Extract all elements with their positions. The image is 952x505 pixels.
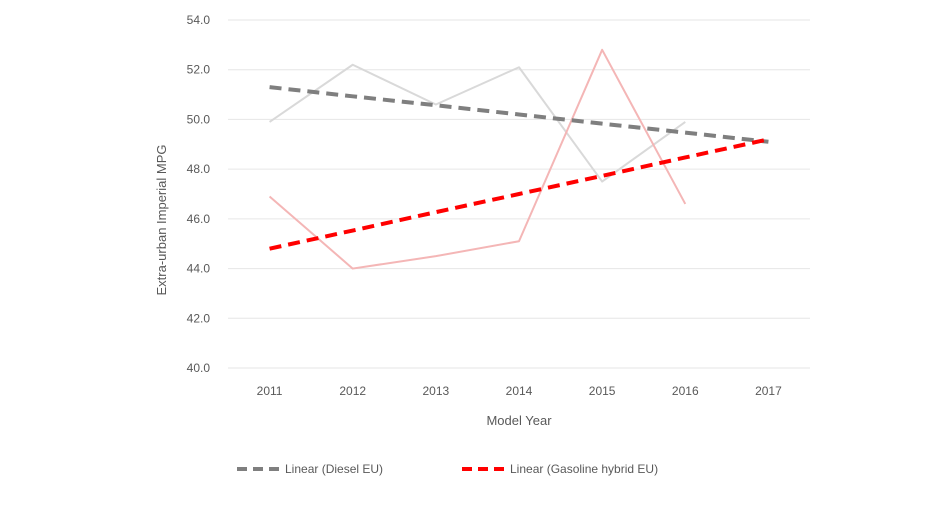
- legend-item: Linear (Diesel EU): [237, 462, 383, 476]
- series-line-3: [269, 137, 769, 251]
- y-axis-ticks: 40.0 42.0 44.0 46.0 48.0 50.0 52.0 54.0: [187, 13, 211, 375]
- series-lines: [268, 48, 769, 270]
- x-tick-label: 2011: [257, 384, 283, 398]
- legend-item: Linear (Gasoline hybrid EU): [462, 462, 658, 476]
- y-axis-label: Extra-urban Imperial MPG: [154, 145, 169, 296]
- y-tick-label: 44.0: [187, 262, 211, 276]
- legend: Linear (Diesel EU) Linear (Gasoline hybri…: [237, 462, 658, 476]
- y-tick-label: 48.0: [187, 162, 211, 176]
- gridlines: [228, 19, 810, 369]
- x-tick-label: 2015: [589, 384, 616, 398]
- y-tick-label: 50.0: [187, 112, 211, 126]
- series-line-2: [269, 85, 769, 144]
- x-tick-label: 2013: [423, 384, 450, 398]
- x-axis-label: Model Year: [486, 413, 552, 428]
- y-tick-label: 42.0: [187, 311, 211, 325]
- legend-label: Linear (Gasoline hybrid EU): [510, 462, 658, 476]
- x-tick-label: 2012: [339, 384, 366, 398]
- x-tick-label: 2016: [672, 384, 699, 398]
- y-tick-label: 54.0: [187, 13, 211, 27]
- y-tick-label: 46.0: [187, 212, 211, 226]
- x-tick-label: 2014: [506, 384, 533, 398]
- y-tick-label: 52.0: [187, 63, 211, 77]
- y-tick-label: 40.0: [187, 361, 211, 375]
- series-line-0: [269, 63, 686, 183]
- legend-label: Linear (Diesel EU): [285, 462, 383, 476]
- series-line-1: [268, 48, 687, 270]
- x-axis-ticks: 2011 2012 2013 2014 2015 2016 2017: [257, 384, 782, 398]
- x-tick-label: 2017: [755, 384, 782, 398]
